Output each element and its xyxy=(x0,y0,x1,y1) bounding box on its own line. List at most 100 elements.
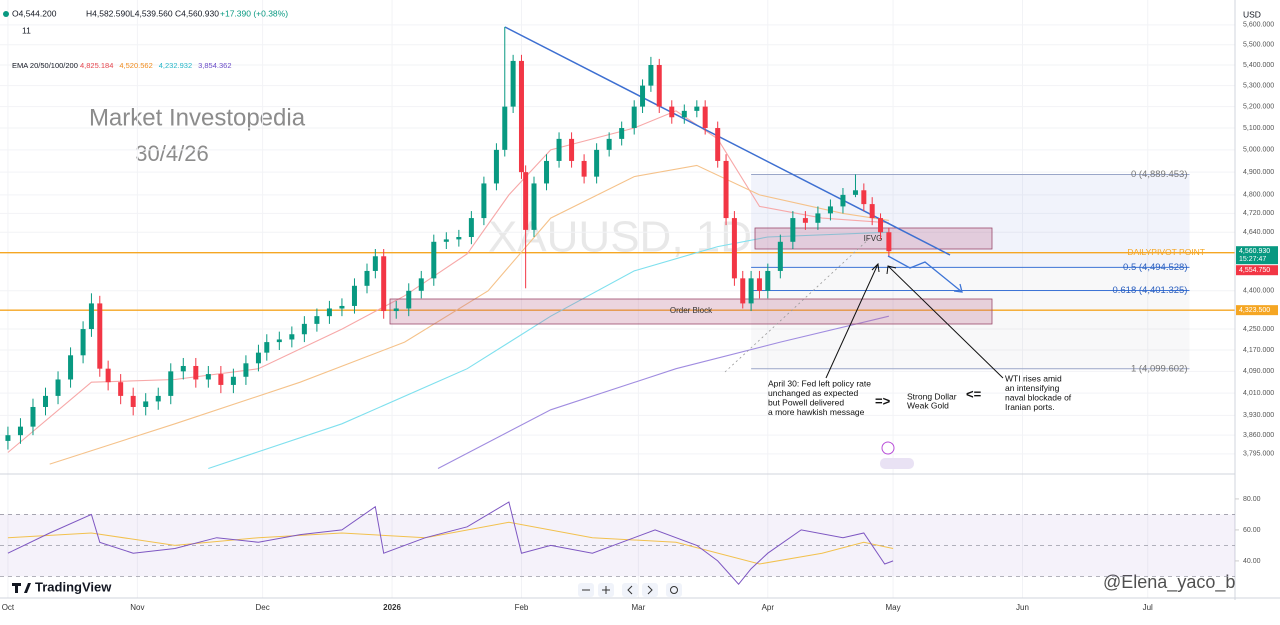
candle-body xyxy=(314,316,320,324)
candle-body xyxy=(731,218,737,279)
y-tick-label: 3,930.000 xyxy=(1243,412,1274,419)
candle-body xyxy=(619,128,625,139)
y-tick-label: 4,090.000 xyxy=(1243,368,1274,375)
annotation-text: April 30: Fed left policy rate xyxy=(768,378,871,388)
ohlc-close: C4,560.930 xyxy=(175,8,219,18)
title: Market Investopedia xyxy=(89,104,306,131)
scroll-right-button[interactable] xyxy=(642,583,658,597)
price-label-box xyxy=(1236,265,1278,276)
y-tick-label: 4,400.000 xyxy=(1243,288,1274,295)
event-icon[interactable] xyxy=(881,441,895,455)
candle-body xyxy=(5,435,11,441)
reset-button[interactable] xyxy=(666,583,682,597)
icon xyxy=(627,585,633,595)
y-tick-label: 5,000.000 xyxy=(1243,147,1274,154)
candle-body xyxy=(702,106,708,129)
annotation-text: Weak Gold xyxy=(907,400,949,410)
ema-line xyxy=(49,164,889,465)
projection-path xyxy=(887,255,963,293)
candle-body xyxy=(802,218,808,223)
candle-body xyxy=(606,138,612,150)
ema-legend-value: 3,854.362 xyxy=(198,61,231,70)
candle-body xyxy=(694,106,700,111)
y-tick-label: 5,400.000 xyxy=(1243,62,1274,69)
candle-body xyxy=(777,241,783,271)
y-tick-label: 5,500.000 xyxy=(1243,42,1274,49)
fib-label: 0.5 (4,494.528) xyxy=(1123,262,1187,273)
icon xyxy=(647,585,653,595)
annotation-text: unchanged as expected xyxy=(768,388,859,398)
annotation-arrow xyxy=(825,263,879,379)
x-tick-label: Apr xyxy=(762,603,775,612)
candle-body xyxy=(393,308,399,312)
scroll-left-button[interactable] xyxy=(622,583,638,597)
candle-body xyxy=(569,138,575,161)
y-tick-label: 4,800.000 xyxy=(1243,192,1274,199)
candle-body xyxy=(556,138,562,161)
candle-body xyxy=(218,374,224,385)
candle-body xyxy=(468,218,474,238)
candle-body xyxy=(155,395,161,402)
candle-body xyxy=(861,190,867,205)
x-tick-label: Jul xyxy=(1143,603,1153,612)
candle-body xyxy=(168,371,174,396)
rsi-line xyxy=(7,501,894,585)
ifvg-label: IFVG xyxy=(864,234,883,243)
candle-body xyxy=(878,218,884,233)
candle-body xyxy=(97,303,103,369)
candle-body xyxy=(510,60,516,107)
candle-body xyxy=(815,213,821,223)
logo-text: TradingView xyxy=(35,579,112,594)
candle-body xyxy=(886,232,892,252)
candle-body xyxy=(581,160,587,177)
candle-body xyxy=(180,365,186,372)
subtitle: 30/4/26 xyxy=(135,141,208,166)
candle-body xyxy=(723,160,729,219)
candle-body xyxy=(594,149,600,177)
candle-body xyxy=(80,329,86,356)
price-label: 4,323.500 xyxy=(1239,307,1270,314)
candle-body xyxy=(740,278,746,304)
x-tick-label: Nov xyxy=(130,603,144,612)
x-tick-label: Jun xyxy=(1016,603,1029,612)
candle-body xyxy=(518,60,524,173)
candle-body xyxy=(502,106,508,150)
annotation-text: WTI rises amid xyxy=(1005,373,1062,383)
trendline xyxy=(504,26,951,256)
candle-body xyxy=(205,374,211,380)
ema-line xyxy=(7,110,889,453)
candle-body xyxy=(364,270,370,286)
price-label-box xyxy=(1236,246,1278,265)
y-tick-label: 5,100.000 xyxy=(1243,125,1274,132)
ohlc-open: O4,544.200 xyxy=(12,8,57,18)
annotation-arrowhead xyxy=(886,265,897,275)
projection-arrowhead xyxy=(953,283,963,293)
annotation-text: but Powell delivered xyxy=(768,397,844,407)
rsi-tick-label: 60.00 xyxy=(1243,527,1261,534)
logo-shape xyxy=(15,583,18,593)
candle-body xyxy=(55,379,61,396)
y-tick-label: 5,200.000 xyxy=(1243,103,1274,110)
y-tick-label: 3,860.000 xyxy=(1243,432,1274,439)
ohlc-change: +17.390 (+0.38%) xyxy=(220,8,288,18)
rsi-tick-label: 40.00 xyxy=(1243,558,1261,565)
candle-body xyxy=(68,355,74,380)
ohlc-low: L4,539.560 xyxy=(130,8,173,18)
order-block-zone xyxy=(389,298,993,325)
candle-body xyxy=(276,339,282,343)
logo-shape xyxy=(24,583,31,593)
level-label: DAILYPIVOT POINT xyxy=(1127,247,1205,257)
candle-body xyxy=(372,256,378,271)
candle-body xyxy=(669,106,675,118)
event-icon[interactable] xyxy=(880,458,914,469)
candle-body xyxy=(30,406,36,427)
candle-body xyxy=(790,218,796,242)
zoom-toolbar xyxy=(578,583,682,597)
candle-body xyxy=(88,303,94,330)
candle-body xyxy=(339,305,345,309)
candle-body xyxy=(631,106,637,129)
candle-body xyxy=(640,85,646,107)
candle-body xyxy=(230,376,236,385)
credit-watermark: @Elena_yaco_b xyxy=(1103,572,1235,593)
